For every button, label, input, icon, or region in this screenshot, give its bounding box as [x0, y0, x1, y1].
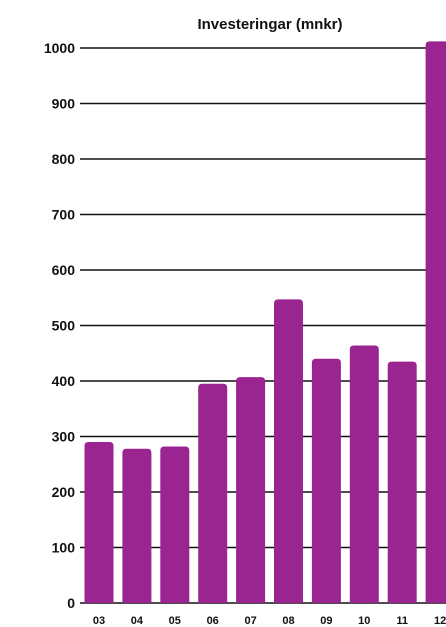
bar-05	[160, 446, 190, 603]
x-tick-label: 03	[93, 615, 105, 627]
bar-04	[122, 448, 152, 603]
bar-12	[425, 41, 446, 603]
bars	[84, 41, 446, 603]
y-tick-label: 400	[52, 373, 76, 389]
y-tick-label: 900	[52, 96, 76, 112]
y-tick-label: 700	[52, 207, 76, 223]
x-tick-label: 10	[358, 615, 370, 627]
y-tick-label: 500	[52, 318, 76, 334]
y-tick-label: 200	[52, 484, 76, 500]
chart-title: Investeringar (mnkr)	[197, 16, 342, 33]
bar-07	[236, 377, 266, 603]
x-tick-label: 09	[320, 615, 332, 627]
y-tick-label: 0	[67, 595, 75, 611]
y-axis-ticks: 0 100 200 300 400 500 600 700 800 900 1000	[44, 40, 75, 611]
bar-08	[274, 299, 303, 603]
bar-06	[198, 383, 228, 603]
y-tick-label: 800	[52, 151, 76, 167]
x-tick-label: 05	[169, 615, 181, 627]
bar-10	[349, 345, 379, 603]
x-tick-label: 11	[396, 615, 408, 627]
x-tick-label: 08	[282, 615, 294, 627]
bar-09	[311, 358, 341, 603]
y-tick-label: 1000	[44, 40, 75, 56]
bar-11	[387, 361, 417, 603]
x-tick-label: 07	[244, 615, 256, 627]
x-tick-label: 12	[434, 615, 446, 627]
y-tick-label: 300	[52, 429, 76, 445]
x-axis-ticks: 03 04 05 06 07 08 09 10 11 12	[93, 615, 446, 627]
x-tick-label: 04	[131, 615, 144, 627]
x-tick-label: 06	[207, 615, 219, 627]
bar-03	[84, 442, 114, 603]
y-tick-label: 600	[52, 262, 76, 278]
y-tick-label: 100	[52, 540, 76, 556]
